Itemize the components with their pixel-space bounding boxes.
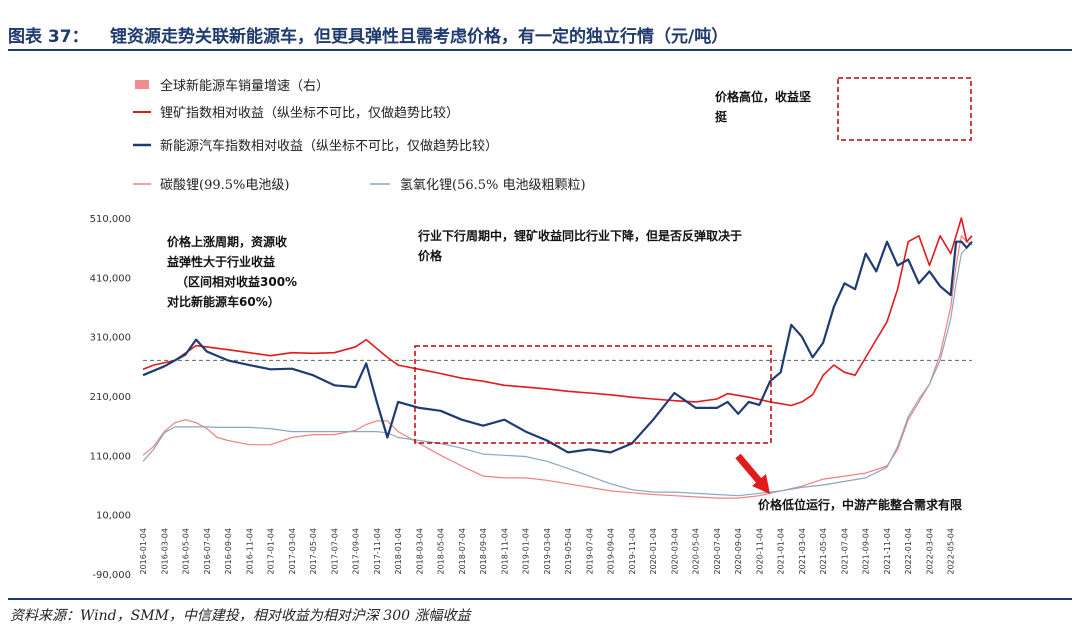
series-group: [142, 217, 973, 499]
annotation-line: 行业下行周期中，锂矿收益同比行业下降，但是否反弹取决于: [417, 228, 742, 243]
annotation-lowprice: 价格低位运行，中游产能整合需求有限: [758, 497, 962, 512]
annotation-line: 益弹性大于行业收益: [167, 254, 275, 269]
x-tick-label: 2019-07-04: [585, 528, 594, 575]
annotation-line: 价格低位运行，中游产能整合需求有限: [758, 497, 962, 512]
legend-label: 全球新能源车销量增速（右）: [160, 78, 329, 94]
legend-label: 新能源汽车指数相对收益（纵坐标不可比，仅做趋势比较）: [160, 138, 498, 154]
annotation-line: 价格: [418, 248, 443, 263]
x-tick-label: 2021-03-04: [798, 528, 807, 575]
x-tick-label: 2019-05-04: [564, 528, 573, 575]
x-tick-label: 2016-03-04: [160, 528, 169, 575]
legend-label: 碳酸锂(99.5%电池级): [160, 178, 289, 193]
arrow-icon: [735, 453, 770, 494]
x-tick-label: 2018-03-04: [415, 528, 424, 575]
x-tick-label: 2021-05-04: [819, 528, 828, 575]
annotation-line: （区间相对收益300%: [176, 274, 297, 289]
x-tick-label: 2021-09-04: [862, 528, 871, 575]
legend-label: 锂矿指数相对收益（纵坐标不可比，仅做趋势比较）: [160, 105, 459, 121]
x-tick-label: 2018-07-04: [458, 528, 467, 575]
series-lithium-hydroxide: [142, 241, 973, 497]
x-tick-label: 2021-07-04: [840, 528, 849, 575]
x-tick-label: 2016-11-04: [245, 528, 254, 575]
figure-number: 图表 37：: [8, 27, 89, 47]
series-nev-index: [142, 240, 973, 454]
x-tick-label: 2019-11-04: [628, 528, 637, 575]
y-tick-label: -90,000: [92, 570, 131, 581]
annotation-downcycle: 行业下行周期中，锂矿收益同比行业下降，但是否反弹取决于 价格: [417, 228, 742, 263]
series-lithium-index: [142, 217, 973, 407]
x-tick-label: 2020-03-04: [670, 528, 679, 575]
x-tick-label: 2017-03-04: [288, 528, 297, 575]
x-tick-label: 2018-05-04: [437, 528, 446, 575]
x-tick-label: 2017-07-04: [330, 528, 339, 575]
x-tick-label: 2018-11-04: [500, 528, 509, 575]
x-tick-label: 2017-05-04: [309, 528, 318, 575]
x-tick-label: 2020-05-04: [692, 528, 701, 575]
y-tick-label: 510,000: [90, 214, 131, 225]
x-tick-label: 2016-01-04: [139, 528, 148, 575]
y-tick-label: 10,000: [96, 511, 131, 522]
x-tick-label: 2017-11-04: [373, 528, 382, 575]
figure-title: 锂资源走势关联新能源车，但更具弹性且需考虑价格，有一定的独立行情（元/吨）: [110, 27, 729, 47]
x-tick-label: 2016-09-04: [224, 528, 233, 575]
x-tick-label: 2022-05-04: [947, 528, 956, 575]
x-tick-label: 2022-03-04: [925, 528, 934, 575]
annotation-line: 价格高位，收益坚: [715, 89, 811, 104]
footer-divider: [8, 598, 1072, 600]
x-tick-label: 2020-09-04: [734, 528, 743, 575]
y-tick-label: 310,000: [90, 333, 131, 344]
y-tick-label: 110,000: [90, 451, 131, 462]
x-tick-label: 2016-05-04: [182, 528, 191, 575]
x-tick-label: 2019-01-04: [522, 528, 531, 575]
x-tick-label: 2020-07-04: [713, 528, 722, 575]
figure-title-bar: 图表 37： 锂资源走势关联新能源车，但更具弹性且需考虑价格，有一定的独立行情（…: [8, 20, 1072, 54]
annotation-box-highprice: [837, 77, 972, 141]
x-tick-label: 2017-01-04: [267, 528, 276, 575]
x-tick-label: 2021-11-04: [883, 528, 892, 575]
legend: 全球新能源车销量增速（右） 锂矿指数相对收益（纵坐标不可比，仅做趋势比较） 新能…: [133, 78, 586, 193]
series-lithium-carbonate: [142, 235, 973, 499]
x-tick-label: 2016-07-04: [203, 528, 212, 575]
source-note: 资料来源：Wind，SMM，中信建投，相对收益为相对沪深 300 涨幅收益: [10, 608, 471, 624]
axes: 510,000 410,000 310,000 210,000 110,000 10,00…: [90, 214, 956, 581]
y-tick-label: 210,000: [90, 392, 131, 403]
legend-swatch-bar: [135, 80, 149, 89]
annotation-line: 挺: [715, 109, 728, 124]
annotation-box-downcycle: [414, 345, 772, 444]
x-tick-label: 2018-01-04: [394, 528, 403, 575]
x-tick-label: 2021-01-04: [777, 528, 786, 575]
x-tick-label: 2019-09-04: [607, 528, 616, 575]
x-tick-label: 2018-09-04: [479, 528, 488, 575]
x-tick-label: 2022-01-04: [904, 528, 913, 575]
title-divider: [8, 49, 1072, 51]
annotation-line: 价格上涨周期，资源收: [167, 234, 287, 249]
x-tick-label: 2017-09-04: [352, 528, 361, 575]
x-tick-label: 2020-11-04: [755, 528, 764, 575]
x-tick-label: 2020-01-04: [649, 528, 658, 575]
lithium-chart: 全球新能源车销量增速（右） 锂矿指数相对收益（纵坐标不可比，仅做趋势比较） 新能…: [90, 77, 973, 581]
annotation-upcycle: 价格上涨周期，资源收 益弹性大于行业收益 （区间相对收益300% 对比新能源车6…: [167, 234, 297, 309]
annotation-highprice: 价格高位，收益坚 挺: [715, 89, 811, 124]
legend-label: 氢氧化锂(56.5% 电池级粗颗粒): [400, 178, 586, 193]
annotation-line: 对比新能源车60%）: [167, 294, 280, 309]
x-tick-label: 2019-03-04: [543, 528, 552, 575]
y-tick-label: 410,000: [90, 273, 131, 284]
